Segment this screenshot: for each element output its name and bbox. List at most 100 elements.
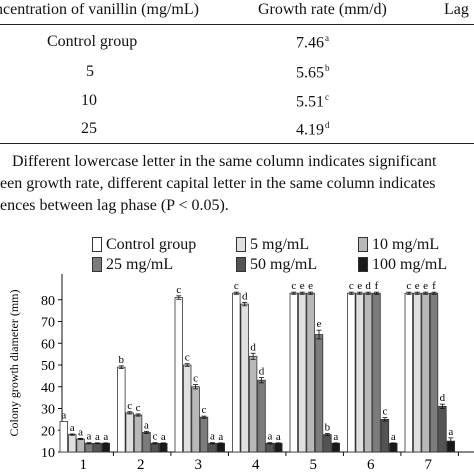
bar (363, 292, 373, 453)
bar-significance-label: d (365, 280, 371, 292)
bar (150, 442, 160, 453)
table-row-value: 7.46a (296, 33, 329, 52)
legend-entry: 5 mg/mL (236, 236, 309, 254)
table-header-growth-rate: Growth rate (mm/d) (258, 1, 387, 18)
table-note-line-3: ences between lag phase (P < 0.05). (0, 197, 229, 214)
bar-significance-label: c (176, 284, 181, 296)
y-tick-label: 20 (41, 424, 55, 439)
bar-significance-label: b (325, 422, 331, 434)
bar-significance-label: a (276, 431, 281, 443)
bar-significance-label: a (95, 431, 100, 443)
bar (404, 292, 413, 453)
bar (125, 412, 134, 453)
legend-swatch (358, 257, 368, 272)
bar (438, 405, 447, 453)
bar (240, 303, 249, 453)
bar-significance-label: f (432, 280, 436, 292)
bar (314, 334, 324, 453)
y-tick-label: 50 (41, 359, 55, 374)
legend-swatch (358, 237, 368, 252)
bar (412, 292, 422, 453)
bar-significance-label: d (242, 290, 248, 302)
bar (117, 366, 126, 453)
bar (133, 414, 143, 453)
bar-significance-label: e (308, 280, 313, 292)
bar-significance-label: d (259, 366, 265, 378)
bar (372, 292, 381, 453)
bar-significance-label: e (357, 280, 362, 292)
table-rule-top (0, 24, 474, 25)
x-tick-label: 6 (367, 457, 375, 473)
y-tick-label: 40 (41, 381, 55, 396)
bar-significance-label: c (136, 402, 141, 414)
bar (232, 292, 241, 453)
bar-significance-label: c (127, 400, 132, 412)
bar-significance-label: a (70, 422, 75, 434)
bar-significance-label: f (375, 280, 379, 292)
y-axis-label: Colony growth diameter (mm) (7, 290, 21, 437)
bar (323, 434, 332, 453)
table-rule-bottom (0, 143, 474, 144)
bar-significance-label: a (391, 431, 396, 443)
x-tick-label: 1 (79, 457, 87, 473)
table-row-label: 25 (81, 120, 97, 137)
bar-significance-label: c (382, 406, 387, 418)
bar (331, 442, 340, 453)
legend-entry: 10 mg/mL (358, 236, 439, 254)
legend-label: 10 mg/mL (372, 236, 440, 253)
legend-entry: 100 mg/mL (358, 256, 447, 274)
bar-significance-label: e (300, 280, 305, 292)
legend-entry: Control group (92, 236, 196, 254)
legend-label: 100 mg/mL (372, 256, 448, 273)
bar (76, 438, 85, 453)
legend-swatch (236, 257, 246, 272)
y-tick-label: 30 (41, 403, 55, 418)
table-row-value: 5.51c (296, 92, 329, 111)
legend-swatch (92, 257, 102, 272)
bar-significance-label: c (349, 280, 354, 292)
bar-significance-label: a (103, 431, 108, 443)
bar (208, 442, 217, 453)
bar-significance-label: a (144, 419, 149, 431)
bar (355, 292, 364, 453)
y-tick-label: 80 (41, 294, 55, 309)
x-tick-label: 4 (252, 457, 260, 473)
bar (429, 292, 439, 453)
bar (380, 418, 390, 453)
bar (297, 292, 307, 453)
bar (159, 442, 168, 453)
bar-significance-label: c (406, 280, 411, 292)
y-tick-label: 60 (41, 337, 55, 352)
y-tick-label: 10 (41, 446, 55, 461)
bar (191, 386, 200, 453)
bar-significance-label: c (291, 280, 296, 292)
bar (142, 432, 151, 453)
bar (257, 379, 266, 453)
bar-significance-label: a (448, 426, 453, 438)
table-header-concentration: ncentration of vanillin (mg/mL) (0, 1, 199, 18)
bar-significance-label: c (152, 431, 157, 443)
legend-entry: 25 mg/mL (92, 256, 173, 274)
bar (59, 421, 68, 453)
bar (174, 297, 183, 453)
table-row-label: 10 (81, 92, 97, 109)
bar-significance-label: c (193, 373, 198, 385)
legend-label: 50 mg/mL (250, 256, 318, 273)
legend-label: Control group (106, 236, 197, 253)
bar (265, 442, 275, 453)
table-row-label: 5 (86, 63, 94, 80)
legend-swatch (236, 237, 246, 252)
table-row-value: 4.19d (296, 120, 330, 139)
bar (306, 292, 315, 453)
bar-significance-label: d (250, 341, 256, 353)
bar (421, 292, 430, 453)
table-note-line-1: Different lowercase letter in the same c… (12, 153, 437, 170)
bar-significance-label: a (61, 410, 66, 422)
bar-significance-label: c (234, 280, 239, 292)
y-tick-label: 70 (41, 316, 55, 331)
bar-significance-label: a (78, 426, 83, 438)
bar-significance-label: e (415, 280, 420, 292)
table-row-value: 5.65b (296, 63, 330, 82)
bar-significance-label: a (267, 431, 272, 443)
